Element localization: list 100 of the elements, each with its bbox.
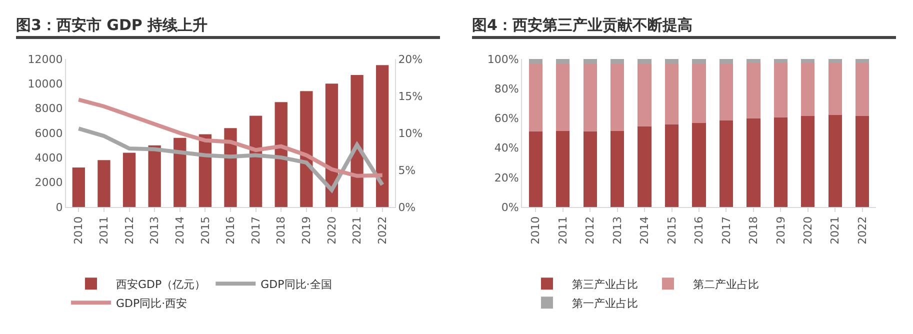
bar xyxy=(528,59,542,64)
y-tick-label: 0% xyxy=(501,200,519,214)
bar xyxy=(774,59,788,63)
bar xyxy=(174,138,186,207)
chart-title: 图4：西安第三产业贡献不断提高 xyxy=(472,10,896,39)
x-tick-label: 2013 xyxy=(610,216,624,244)
x-tick-label: 2014 xyxy=(638,216,652,244)
x-tick-label: 2010 xyxy=(72,216,86,244)
x-tick-label: 2018 xyxy=(274,216,288,244)
y-tick-label: 0 xyxy=(56,200,63,214)
bar xyxy=(664,124,679,207)
bar xyxy=(556,130,570,207)
bar xyxy=(719,63,734,120)
x-tick-label: 2012 xyxy=(584,216,597,244)
x-tick-label: 2014 xyxy=(173,216,186,244)
bar xyxy=(610,64,624,131)
bar xyxy=(528,63,542,132)
legend-label: 西安GDP（亿元） xyxy=(116,278,206,291)
y-tick-label: 60% xyxy=(494,112,519,126)
y2-tick-label: 20% xyxy=(398,52,423,66)
y2-tick-label: 15% xyxy=(398,90,423,103)
x-tick-label: 2016 xyxy=(692,216,706,244)
y-tick-label: 12000 xyxy=(28,52,63,66)
bar xyxy=(638,126,652,207)
bar xyxy=(719,120,734,207)
y-tick-label: 2000 xyxy=(34,176,63,190)
legend-label: GDP同比·全国 xyxy=(260,278,332,291)
bar xyxy=(692,63,706,123)
y-tick-label: 6000 xyxy=(34,126,63,140)
bar xyxy=(638,64,652,126)
x-tick-label: 2020 xyxy=(801,216,814,244)
bar xyxy=(610,130,624,207)
y-tick-label: 4000 xyxy=(34,152,63,165)
bar xyxy=(692,59,706,64)
y-tick-label: 20% xyxy=(494,171,519,184)
bar xyxy=(856,116,870,207)
y-tick-label: 100% xyxy=(487,52,519,66)
bar xyxy=(583,64,597,132)
bar xyxy=(98,160,110,207)
bar xyxy=(801,59,815,63)
y-tick-label: 10000 xyxy=(28,78,63,91)
x-tick-label: 2021 xyxy=(350,216,364,244)
bar xyxy=(610,59,624,64)
bar xyxy=(556,59,570,64)
bar xyxy=(376,65,389,207)
bar xyxy=(300,91,313,207)
legend-label: 第一产业占比 xyxy=(572,296,638,310)
y-tick-label: 40% xyxy=(494,142,519,155)
x-tick-label: 2017 xyxy=(720,216,733,244)
bar xyxy=(638,59,652,64)
x-tick-label: 2011 xyxy=(98,216,111,244)
bar xyxy=(856,59,870,63)
bar xyxy=(746,118,760,207)
bar xyxy=(828,63,842,115)
x-tick-label: 2015 xyxy=(198,216,212,244)
x-tick-label: 2017 xyxy=(249,216,262,244)
x-tick-label: 2016 xyxy=(224,216,238,244)
x-tick-label: 2019 xyxy=(774,216,788,244)
x-tick-label: 2012 xyxy=(122,216,136,244)
legend-label: 第三产业占比 xyxy=(572,278,638,291)
x-tick-label: 2010 xyxy=(529,216,542,244)
bar xyxy=(801,116,815,207)
x-tick-label: 2022 xyxy=(856,216,869,244)
bar xyxy=(583,132,597,207)
bar xyxy=(122,152,136,207)
y2-tick-label: 10% xyxy=(398,126,423,140)
line-series xyxy=(76,126,384,192)
bar xyxy=(774,63,788,118)
legend-label: 第二产业占比 xyxy=(693,278,759,291)
y-tick-label: 8000 xyxy=(34,102,63,116)
x-tick-label: 2022 xyxy=(376,216,389,244)
x-tick-label: 2011 xyxy=(556,216,570,244)
bar xyxy=(746,63,760,118)
bar xyxy=(249,116,262,207)
bar xyxy=(72,168,85,207)
chart-title: 图3：西安市 GDP 持续上升 xyxy=(16,10,440,39)
bar xyxy=(828,59,842,63)
bar xyxy=(556,63,570,131)
bar xyxy=(664,63,679,125)
bar xyxy=(828,114,842,207)
bar xyxy=(774,118,788,207)
x-tick-label: 2021 xyxy=(828,216,842,244)
bar xyxy=(664,59,679,64)
bar xyxy=(801,63,815,116)
bar xyxy=(719,59,734,64)
bar xyxy=(350,75,364,207)
bar xyxy=(856,63,870,116)
bar xyxy=(692,122,706,207)
y2-tick-label: 0% xyxy=(398,200,416,214)
x-tick-label: 2018 xyxy=(747,216,760,244)
x-tick-label: 2015 xyxy=(665,216,678,244)
x-tick-label: 2013 xyxy=(148,216,162,244)
bar xyxy=(528,132,542,207)
x-tick-label: 2019 xyxy=(300,216,313,244)
legend-label: GDP同比·西安 xyxy=(116,296,188,310)
line-series xyxy=(76,98,384,178)
bar xyxy=(274,102,288,207)
bar xyxy=(148,145,161,207)
bar xyxy=(583,59,597,64)
bar xyxy=(746,59,760,63)
